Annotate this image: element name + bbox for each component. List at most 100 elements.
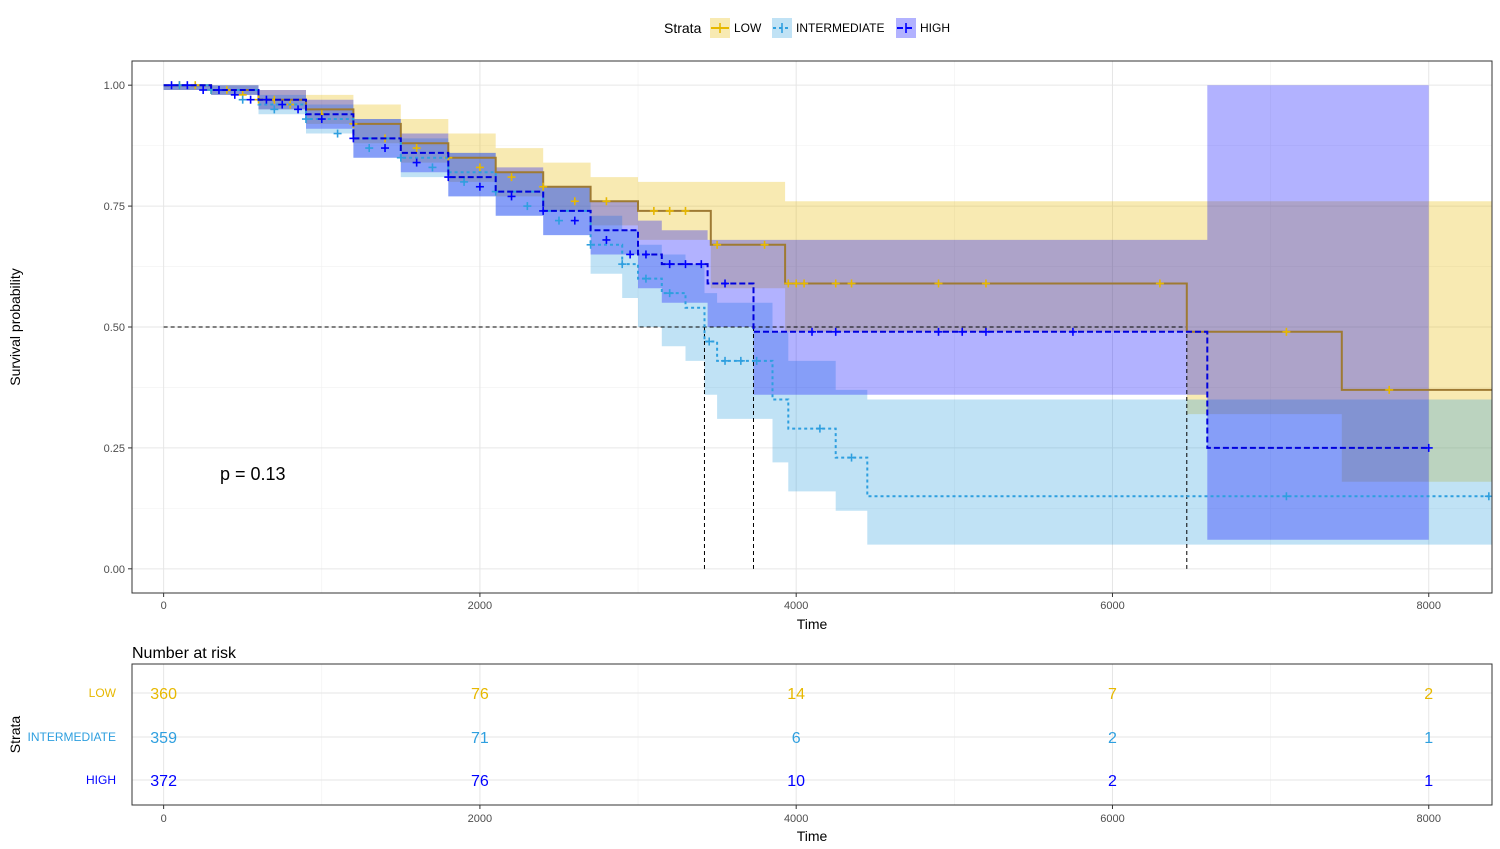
plot-area [163,81,1492,569]
survival-plot: 0 2000 4000 6000 8000 0.00 0.25 0.50 0.75 1.00 Tim… [7,60,1493,632]
censor-mark [618,260,627,269]
censor-mark [333,129,342,138]
risk-row-intermediate: INTERMEDIATE 359 71 6 2 1 [28,730,1434,747]
censor-mark [428,163,437,172]
risk-cell: 2 [1108,773,1117,790]
censor-mark [365,144,374,153]
censor-mark [681,260,690,269]
x-tick-label: 4000 [784,600,808,612]
risk-panel-border [131,663,1493,806]
censor-mark [934,279,943,288]
censor-mark [705,337,714,346]
risk-cell: 2 [1108,730,1117,747]
censor-mark [981,327,990,336]
censor-mark [539,182,548,191]
censor-mark [262,95,271,104]
censor-mark [586,240,595,249]
censor-mark [800,279,809,288]
censor-mark [649,206,658,215]
legend-key-intermediate [772,18,792,38]
censor-mark [784,279,793,288]
legend-key-high [896,18,916,38]
censor-mark [199,86,208,95]
x-tick-label: 6000 [1100,813,1124,825]
legend: Strata LOW INTERMEDIATE HIGH [664,18,950,38]
censor-mark [539,206,548,215]
censor-mark [460,177,469,186]
risk-table: Number at risk LOW 360 76 14 7 2 INTERMEDIATE 35… [7,645,1493,844]
censor-mark [412,144,421,153]
censor-mark [981,279,990,288]
censor-mark [475,182,484,191]
censor-mark [230,90,239,99]
survival-curve-intermediate [163,84,1492,498]
x-tick-label: 2000 [468,813,492,825]
censor-mark [808,327,816,336]
x-tick-label: 8000 [1417,813,1441,825]
censor-mark [246,95,255,104]
censor-mark [301,115,310,124]
censor-mark [665,289,674,298]
censor-mark [507,192,516,201]
censor-mark [665,206,674,215]
median-lines [163,326,1188,569]
censor-mark [349,134,358,143]
risk-cell: 1 [1424,730,1433,747]
y-axis-title: Survival probability [7,268,23,386]
censor-mark [626,250,635,259]
censor-mark [396,153,405,162]
x-tick-label: 6000 [1100,600,1124,612]
ci-band-intermediate [163,85,1492,545]
series-high [163,81,1433,452]
censor-mark [317,115,326,124]
censor-mark [507,173,516,182]
y-tick-label: 0.00 [104,564,125,576]
censor-mark [183,81,192,90]
risk-cell: 76 [471,773,489,790]
y-tick-label: 0.25 [104,443,125,455]
censor-mark [831,279,840,288]
censor-mark [847,453,856,462]
censor-mark [570,197,579,206]
risk-cell: 6 [792,730,801,747]
risk-row-low: LOW 360 76 14 7 2 [89,686,1434,703]
censor-mark [1282,327,1291,336]
x-tick-label: 8000 [1417,600,1441,612]
censor-mark [167,81,176,90]
x-tick-label: 0 [161,600,167,612]
censor-mark [1282,492,1291,501]
risk-cell: 10 [787,773,805,790]
risk-cell: 76 [471,686,489,703]
censor-mark [278,100,287,109]
censor-mark [602,235,611,244]
risk-grid [132,664,1492,805]
censor-mark [238,95,247,104]
axes: 0 2000 4000 6000 8000 0.00 0.25 0.50 0.75 1.00 Tim… [7,80,1441,632]
legend-label: HIGH [920,21,950,35]
censor-mark [641,274,650,283]
risk-axes: 0 2000 4000 6000 8000 Time Strata [7,716,1441,844]
censor-mark [721,356,730,365]
risk-y-axis-title: Strata [7,716,23,754]
censor-mark [752,356,761,365]
censor-mark [1385,385,1394,394]
survival-curve-high [163,84,1429,449]
risk-cell: 14 [787,686,805,703]
censor-mark [697,260,706,269]
censor-mark [381,144,390,153]
censor-mark [721,279,730,288]
risk-row-label: INTERMEDIATE [28,730,116,744]
risk-cell: 359 [150,730,177,747]
censor-mark [681,206,690,215]
y-tick-label: 1.00 [104,80,125,92]
x-axis-title: Time [797,616,828,632]
censor-mark [1068,327,1077,336]
censor-mark [958,327,967,336]
risk-cell: 360 [150,686,177,703]
x-tick-label: 4000 [784,813,808,825]
censor-mark [412,158,421,167]
legend-label: INTERMEDIATE [796,21,884,35]
censor-mark [294,105,303,114]
risk-x-axis-title: Time [797,828,828,844]
